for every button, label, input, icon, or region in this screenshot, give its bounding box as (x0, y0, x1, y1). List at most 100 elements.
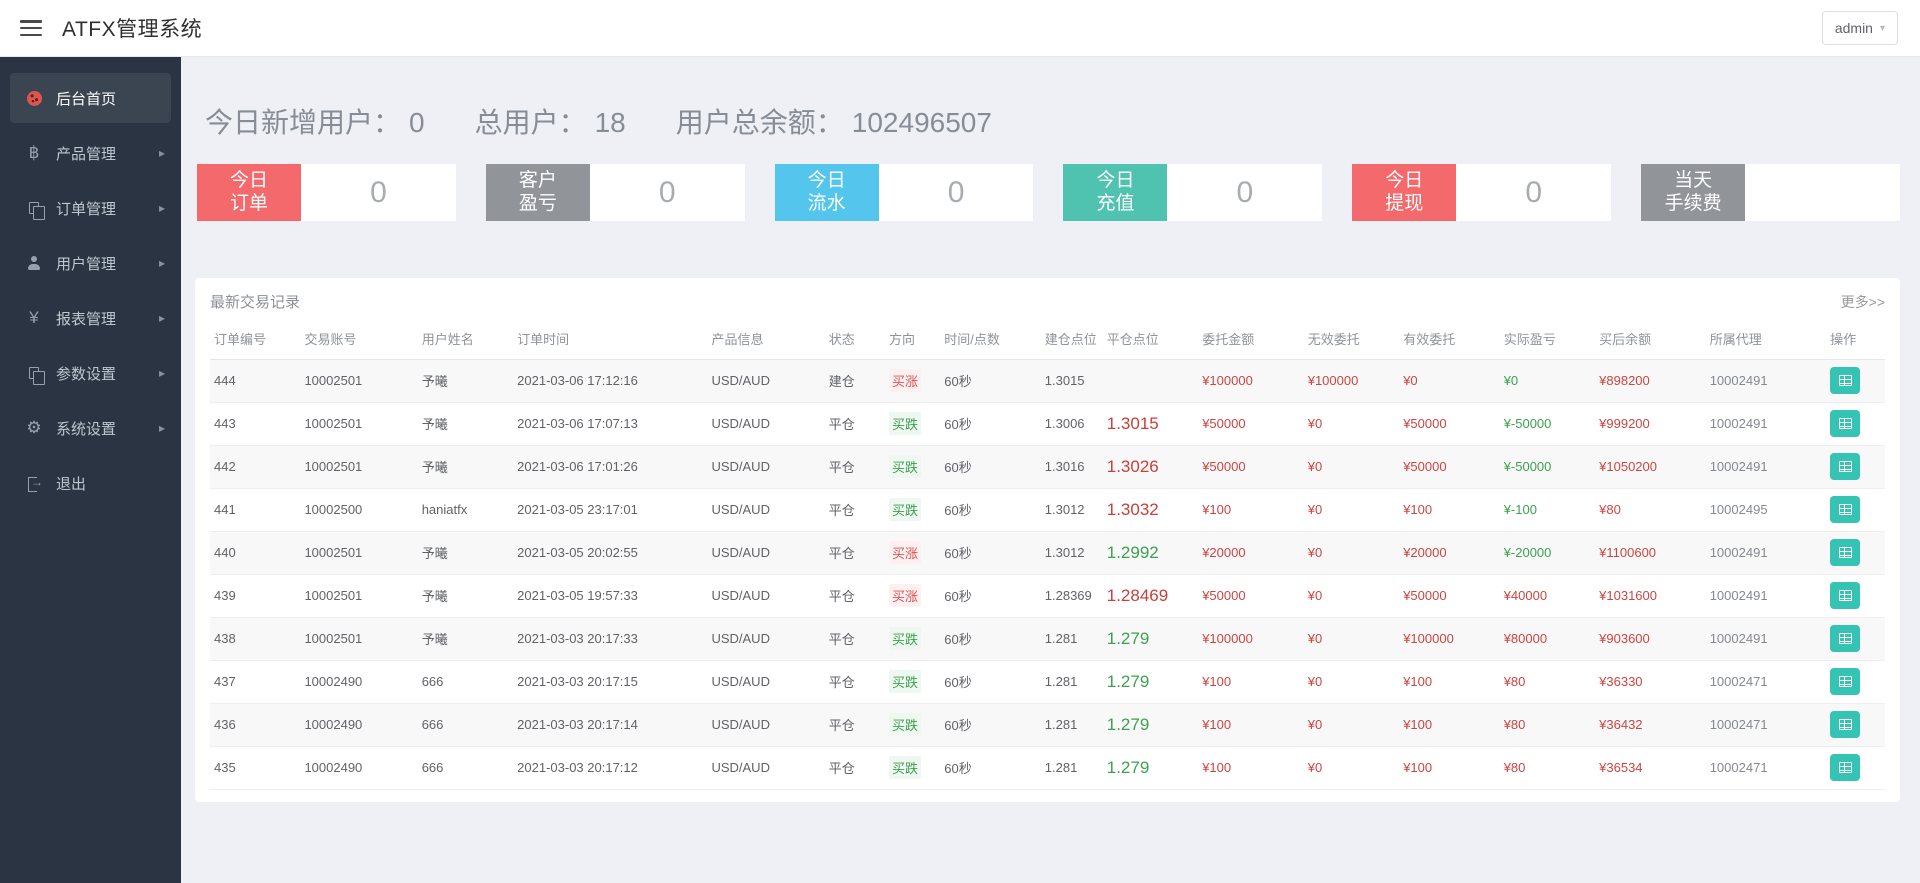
cell-order-time: 2021-03-03 20:17:15 (513, 660, 708, 704)
cell-duration: 60秒 (940, 402, 1041, 446)
row-detail-button[interactable] (1830, 453, 1861, 480)
panel-header: 最新交易记录 更多>> (210, 278, 1885, 325)
cell-agent: 10002491 (1705, 531, 1827, 575)
table-row: 443 10002501 予曦 2021-03-06 17:07:13 USD/AUD 平… (210, 402, 1885, 446)
cell-direction: 买跌 (885, 746, 941, 790)
stat-card-today-fee: 当天 手续费 (1641, 164, 1900, 221)
row-detail-button[interactable] (1830, 754, 1861, 781)
cell-product: USD/AUD (707, 574, 825, 618)
cell-invalid-amount: ¥0 (1303, 488, 1400, 532)
row-detail-button[interactable] (1830, 582, 1861, 609)
sidebar: 后台首页产品管理 ▸ 订单管理 ▸ 用户管理 ▸ 报表管理 ▸ 参数设置 ▸ 系统设置 ▸ 退出 (0, 57, 181, 883)
cell-profit: ¥80000 (1499, 617, 1596, 661)
cell-close-price: 1.28469 (1102, 574, 1199, 618)
documents-icon (24, 199, 45, 220)
stat-card-label: 当天 手续费 (1641, 164, 1746, 221)
cell-order-time: 2021-03-05 23:17:01 (513, 488, 708, 532)
close-price-value: 1.279 (1106, 671, 1150, 691)
cell-status: 平仓 (824, 574, 885, 618)
cell-order-time: 2021-03-05 20:02:55 (513, 531, 708, 575)
cell-account: 10002501 (300, 617, 418, 661)
direction-badge: 买跌 (889, 627, 922, 650)
stat-card-today-deposit: 今日 充值 0 (1063, 164, 1323, 221)
cell-close-price (1102, 359, 1199, 403)
chevron-right-icon: ▸ (158, 311, 165, 325)
sidebar-item-order[interactable]: 订单管理 ▸ (0, 183, 181, 233)
cell-duration: 60秒 (940, 359, 1041, 403)
cell-account: 10002490 (300, 660, 418, 704)
cell-account: 10002490 (300, 703, 418, 747)
cell-open-price: 1.281 (1040, 746, 1103, 790)
cell-status: 平仓 (824, 617, 885, 661)
table-detail-icon (1838, 719, 1852, 730)
cell-close-price: 1.279 (1102, 617, 1199, 661)
close-price-value: 1.3032 (1106, 499, 1159, 519)
stat-value: 18 (594, 107, 626, 138)
chevron-down-icon: ▾ (1879, 22, 1885, 34)
row-detail-button[interactable] (1830, 711, 1861, 738)
close-price-value: 1.28469 (1106, 585, 1169, 605)
stat-card-value (1745, 164, 1900, 221)
sidebar-item-product[interactable]: 产品管理 ▸ (0, 128, 181, 178)
cell-status: 平仓 (824, 746, 885, 790)
cell-amount: ¥100 (1198, 660, 1304, 704)
more-link[interactable]: 更多>> (1840, 293, 1885, 310)
cell-balance: ¥36432 (1595, 703, 1706, 747)
sidebar-item-system[interactable]: 系统设置 ▸ (0, 403, 181, 453)
row-detail-button[interactable] (1830, 625, 1861, 652)
cell-username: 666 (417, 703, 514, 747)
cell-invalid-amount: ¥0 (1303, 617, 1400, 661)
sidebar-item-params[interactable]: 参数设置 ▸ (0, 348, 181, 398)
cell-valid-amount: ¥100000 (1399, 617, 1500, 661)
stat-label: 总用户： (474, 107, 587, 138)
row-detail-button[interactable] (1830, 410, 1861, 437)
table-detail-icon (1838, 633, 1852, 644)
cell-balance: ¥999200 (1595, 402, 1706, 446)
column-header: 方向 (885, 325, 941, 360)
menu-toggle-icon[interactable] (20, 20, 42, 36)
cell-action (1826, 746, 1885, 790)
cell-action (1826, 402, 1885, 446)
cell-product: USD/AUD (707, 703, 825, 747)
cell-username: 予曦 (417, 402, 514, 446)
cell-amount: ¥50000 (1198, 402, 1304, 446)
table-header-row: 订单编号 交易账号 用户姓名 订单时间 产品信息 状态 方向 时间/点数 建仓点位 平仓点位 委托金… (210, 325, 1885, 360)
cell-agent: 10002491 (1705, 402, 1827, 446)
cell-profit: ¥0 (1499, 359, 1596, 403)
cell-order-id: 442 (210, 445, 301, 489)
row-detail-button[interactable] (1830, 496, 1861, 523)
user-icon (24, 254, 44, 272)
stat-card-today-flow: 今日 流水 0 (774, 164, 1034, 221)
column-header: 平仓点位 (1102, 325, 1199, 360)
cell-profit: ¥40000 (1499, 574, 1596, 618)
sidebar-item-user[interactable]: 用户管理 ▸ (0, 238, 181, 288)
table-detail-icon (1838, 375, 1852, 386)
row-detail-button[interactable] (1830, 668, 1861, 695)
cell-direction: 买跌 (885, 488, 941, 532)
stat-label: 今日新增用户： (205, 107, 402, 138)
user-menu-button[interactable]: admin ▾ (1821, 11, 1898, 45)
cell-amount: ¥100 (1198, 746, 1304, 790)
yen-icon (24, 309, 44, 327)
sidebar-item-logout[interactable]: 退出 (0, 458, 181, 508)
chevron-right-icon: ▸ (158, 421, 165, 435)
close-price-value: 1.3026 (1106, 456, 1159, 476)
cell-order-id: 438 (210, 617, 301, 661)
cell-profit: ¥-100 (1499, 488, 1596, 532)
cell-duration: 60秒 (940, 574, 1041, 618)
cell-action (1826, 660, 1885, 704)
cell-username: 予曦 (417, 574, 514, 618)
direction-badge: 买跌 (889, 670, 922, 693)
cell-balance: ¥1050200 (1595, 445, 1706, 489)
cell-order-id: 439 (210, 574, 301, 618)
cell-action (1826, 574, 1885, 618)
table-detail-icon (1838, 762, 1852, 773)
close-price-value: 1.279 (1106, 757, 1150, 777)
cell-duration: 60秒 (940, 617, 1041, 661)
cell-account: 10002501 (300, 445, 418, 489)
sidebar-item-home[interactable]: 后台首页 (10, 73, 171, 123)
cell-action (1826, 703, 1885, 747)
sidebar-item-report[interactable]: 报表管理 ▸ (0, 293, 181, 343)
row-detail-button[interactable] (1830, 539, 1861, 566)
row-detail-button[interactable] (1830, 367, 1861, 394)
